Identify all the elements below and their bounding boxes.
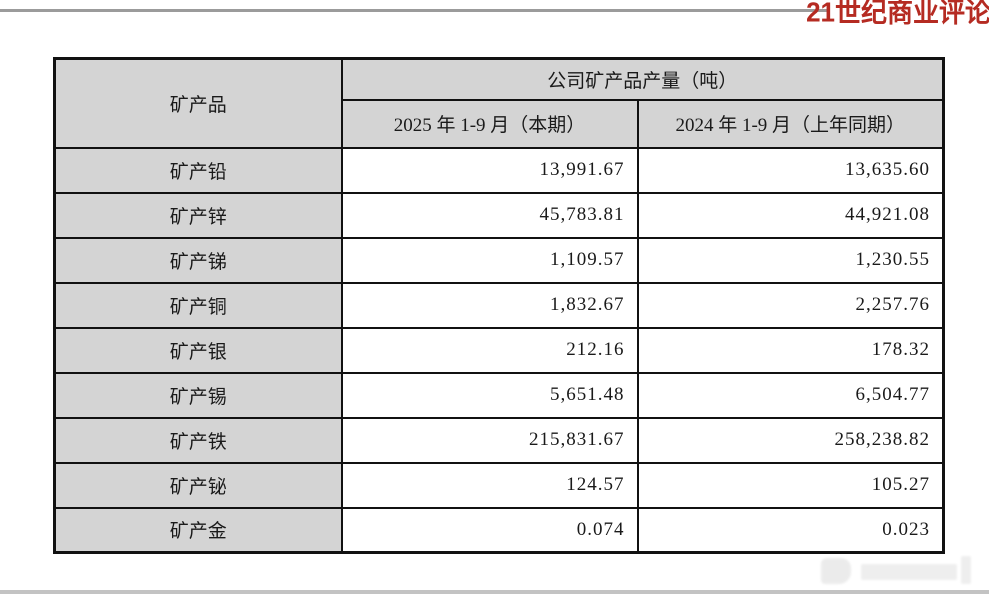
current-period-value: 1,109.57 — [340, 236, 639, 284]
table-row: 矿产铋 124.57 105.27 — [53, 461, 945, 509]
product-name-cell: 矿产铅 — [53, 146, 343, 194]
table-row: 矿产锑 1,109.57 1,230.55 — [53, 236, 945, 284]
table-row: 矿产锌 45,783.81 44,921.08 — [53, 191, 945, 239]
watermark-glyph — [821, 558, 851, 584]
table-row: 矿产铁 215,831.67 258,238.82 — [53, 416, 945, 464]
product-name-cell: 矿产锡 — [53, 371, 343, 419]
table-row: 矿产锡 5,651.48 6,504.77 — [53, 371, 945, 419]
prior-period-value: 2,257.76 — [636, 281, 945, 329]
product-name-cell: 矿产银 — [53, 326, 343, 374]
current-period-value: 0.074 — [340, 506, 639, 554]
current-period-value: 215,831.67 — [340, 416, 639, 464]
product-name-cell: 矿产锌 — [53, 191, 343, 239]
header-rule — [0, 9, 828, 12]
product-name-cell: 矿产铜 — [53, 281, 343, 329]
column-header-product: 矿产品 — [53, 57, 343, 149]
product-name-cell: 矿产金 — [53, 506, 343, 554]
prior-period-value: 1,230.55 — [636, 236, 945, 284]
table-header-row-periods: 2025 年 1-9 月（本期） 2024 年 1-9 月（上年同期） — [55, 98, 945, 149]
watermark-glyph — [961, 556, 971, 584]
mineral-production-table: 矿产品 公司矿产品产量（吨） 2025 年 1-9 月（本期） 2024 年 1… — [53, 57, 946, 554]
current-period-value: 124.57 — [340, 461, 639, 509]
current-period-value: 45,783.81 — [340, 191, 639, 239]
prior-period-value: 13,635.60 — [636, 146, 945, 194]
table-row: 矿产铜 1,832.67 2,257.76 — [53, 281, 945, 329]
watermark-glyph — [861, 564, 957, 580]
column-header-prior-period: 2024 年 1-9 月（上年同期） — [636, 98, 945, 149]
watermark-icon — [821, 554, 971, 588]
prior-period-value: 44,921.08 — [636, 191, 945, 239]
current-period-value: 212.16 — [340, 326, 639, 374]
table-row: 矿产铅 13,991.67 13,635.60 — [53, 146, 945, 194]
prior-period-value: 0.023 — [636, 506, 945, 554]
table-row: 矿产银 212.16 178.32 — [53, 326, 945, 374]
prior-period-value: 258,238.82 — [636, 416, 945, 464]
prior-period-value: 6,504.77 — [636, 371, 945, 419]
table-row: 矿产金 0.074 0.023 — [53, 506, 945, 554]
current-period-value: 13,991.67 — [340, 146, 639, 194]
prior-period-value: 105.27 — [636, 461, 945, 509]
brand-logo: 21世纪商业评论 — [806, 0, 989, 28]
current-period-value: 1,832.67 — [340, 281, 639, 329]
current-period-value: 5,651.48 — [340, 371, 639, 419]
column-header-production-group: 公司矿产品产量（吨） — [340, 57, 945, 101]
prior-period-value: 178.32 — [636, 326, 945, 374]
table-header-row-group: 矿产品 公司矿产品产量（吨） — [53, 57, 945, 149]
product-name-cell: 矿产铁 — [53, 416, 343, 464]
product-name-cell: 矿产铋 — [53, 461, 343, 509]
footer-rule — [0, 590, 989, 594]
column-header-current-period: 2025 年 1-9 月（本期） — [340, 98, 639, 149]
product-name-cell: 矿产锑 — [53, 236, 343, 284]
